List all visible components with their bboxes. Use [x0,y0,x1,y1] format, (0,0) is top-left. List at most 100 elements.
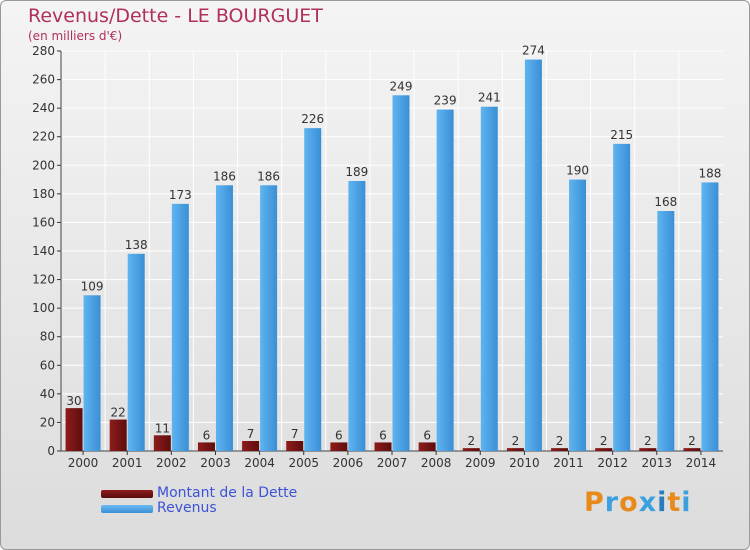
data-label-dette: 2 [512,434,520,448]
bar-dette [683,448,701,451]
bar-revenus [480,106,498,451]
bar-revenus [436,109,454,452]
data-label-revenus: 249 [390,79,413,93]
y-tick-label: 140 [32,244,55,258]
data-label-dette: 30 [66,394,81,408]
bar-revenus [613,143,631,451]
data-label-revenus: 186 [213,169,236,183]
data-label-dette: 2 [600,434,608,448]
proxiti-logo: Proxiti [584,487,692,518]
bar-dette [242,441,260,451]
y-tick-label: 280 [32,44,55,58]
data-label-dette: 7 [291,427,299,441]
x-tick-label: 2011 [553,456,584,470]
data-label-revenus: 173 [169,188,192,202]
data-label-dette: 7 [247,427,255,441]
bar-revenus [701,182,719,451]
y-tick-label: 20 [40,415,55,429]
y-tick-label: 260 [32,73,55,87]
y-tick-label: 120 [32,273,55,287]
bar-dette [462,448,480,451]
data-label-dette: 6 [423,428,431,442]
bar-chart: 0 20 40 60 80 100 120 140 160 180 200 220 240 260 280 2… [32,44,723,470]
y-tick-label: 60 [40,358,55,372]
data-label-revenus: 190 [566,164,589,178]
x-tick-label: 2001 [112,456,143,470]
data-label-revenus: 188 [698,166,721,180]
data-label-revenus: 241 [478,91,501,105]
y-tick-label: 40 [40,387,55,401]
y-tick-label: 0 [47,444,55,458]
x-tick-label: 2008 [421,456,452,470]
bar-revenus [524,59,542,451]
x-tick-label: 2010 [509,456,540,470]
data-labels: 3010922138111736186718672266189624962392… [66,44,721,449]
bar-revenus [392,95,410,452]
bar-revenus [127,253,145,451]
y-tick-label: 240 [32,101,55,115]
gridlines [61,50,723,451]
bar-revenus [348,181,366,451]
bar-revenus [171,203,189,451]
data-label-dette: 6 [203,428,211,442]
x-tick-label: 2007 [377,456,408,470]
x-tick-label: 2009 [465,456,496,470]
data-label-dette: 2 [467,434,475,448]
bar-revenus [569,179,587,452]
bar-revenus [215,185,233,452]
bar-dette [418,442,436,451]
bar-dette [639,448,657,451]
bar-dette [330,442,348,451]
bar-revenus [657,211,675,451]
x-tick-label: 2003 [200,456,231,470]
x-tick-label: 2004 [244,456,275,470]
bar-dette [551,448,569,451]
bar-dette [153,435,171,451]
logo-letter: x [638,487,658,518]
logo-letter: i [657,487,668,518]
x-tick-label: 2013 [642,456,673,470]
data-label-dette: 2 [644,434,652,448]
legend-swatch-dette [101,490,153,498]
bar-revenus [83,295,101,451]
bar-dette [595,448,613,451]
legend-swatch-revenus [101,505,153,513]
data-label-revenus: 109 [81,279,104,293]
x-tick-label: 2006 [333,456,364,470]
x-tick-label: 2014 [686,456,717,470]
data-label-revenus: 226 [301,112,324,126]
y-tick-label: 180 [32,187,55,201]
bar-dette [506,448,524,451]
data-label-dette: 22 [111,406,126,420]
axes: 0 20 40 60 80 100 120 140 160 180 200 220 240 260 280 2… [32,44,723,470]
bar-dette [65,408,83,451]
y-tick-label: 100 [32,301,55,315]
data-label-revenus: 189 [345,165,368,179]
chart-title: Revenus/Dette - LE BOURGUET [28,5,323,27]
data-label-revenus: 138 [125,238,148,252]
logo-letter: i [681,487,692,518]
bar-revenus [260,185,278,452]
y-tick-label: 200 [32,158,55,172]
data-label-revenus: 168 [654,195,677,209]
bar-dette [286,441,304,451]
data-label-revenus: 215 [610,128,633,142]
logo-letter: r [604,487,620,518]
data-label-revenus: 239 [434,94,457,108]
data-label-dette: 2 [556,434,564,448]
x-tick-label: 2000 [68,456,99,470]
data-label-dette: 2 [688,434,696,448]
bar-dette [374,442,392,451]
legend-label-revenus: Revenus [157,500,217,516]
legend-label-dette: Montant de la Dette [157,485,298,501]
bar-dette [109,419,127,451]
logo-letter: P [584,487,605,518]
y-tick-label: 80 [40,330,55,344]
logo-letter: o [619,487,639,518]
bar-dette [197,442,215,451]
data-label-revenus: 274 [522,44,545,58]
y-tick-label: 160 [32,215,55,229]
data-label-dette: 6 [379,428,387,442]
x-tick-label: 2012 [597,456,628,470]
data-label-revenus: 186 [257,169,280,183]
